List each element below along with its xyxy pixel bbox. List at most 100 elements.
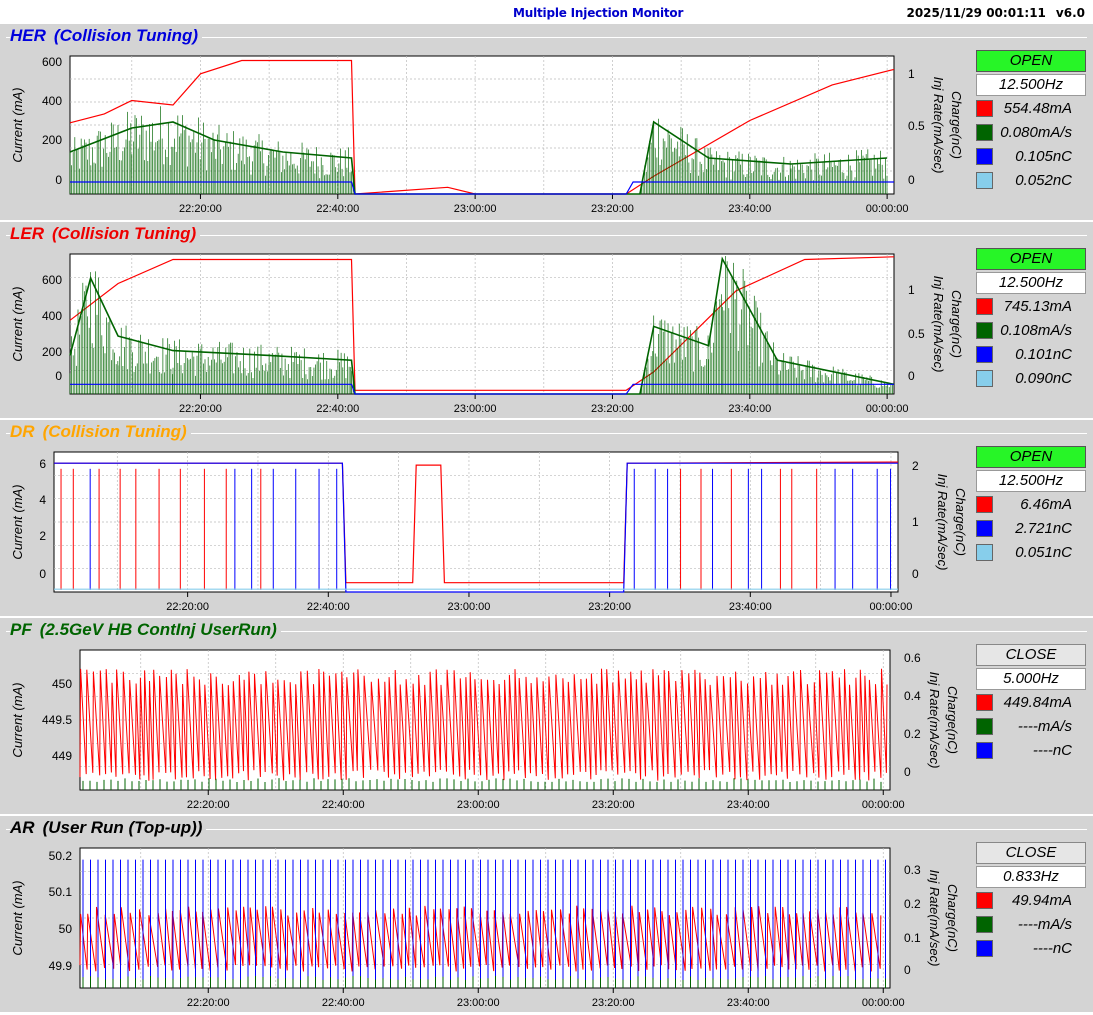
panel-separator (0, 616, 1093, 618)
x-tick-label: 23:40:00 (727, 997, 770, 1009)
y2-axis-title-charge: Charge(nC) (945, 686, 960, 754)
x-tick-label: 22:20:00 (166, 601, 209, 613)
x-tick-label: 00:00:00 (862, 997, 905, 1009)
x-tick-label: 23:20:00 (591, 403, 634, 415)
color-swatch (976, 718, 993, 735)
y-tick-label: 6 (39, 457, 46, 471)
series-line-2 (70, 383, 894, 395)
reading-value: 2.721nC (1015, 520, 1072, 537)
pf-frequency: 5.000Hz (976, 668, 1086, 690)
x-tick-label: 23:40:00 (728, 203, 771, 215)
dr-status-button[interactable]: OPEN (976, 446, 1086, 468)
reading-value: 0.105nC (1015, 148, 1072, 165)
series-line-0 (79, 668, 888, 781)
y2-tick-label: 0.3 (904, 863, 921, 877)
color-swatch (976, 742, 993, 759)
y2-axis-title-rate: Inj Rate(mA/sec) (935, 474, 950, 571)
y2-tick-label: 0 (904, 963, 911, 977)
y-tick-label: 0 (55, 173, 62, 187)
y2-axis-title-charge: Charge(nC) (953, 488, 968, 556)
x-tick-label: 22:40:00 (316, 203, 359, 215)
timestamp: 2025/11/29 00:01:11 v6.0 (906, 6, 1085, 20)
color-swatch (976, 544, 993, 561)
y-tick-label: 50.2 (49, 849, 73, 863)
title-rule (6, 631, 1087, 632)
y2-tick-label: 1 (908, 67, 915, 81)
x-tick-label: 23:40:00 (729, 601, 772, 613)
y-axis-title: Current (mA) (10, 484, 25, 559)
x-tick-label: 23:20:00 (592, 799, 635, 811)
ar-panel: AR (User Run (Top-up)) 22:20:00 22:40:00 23:… (0, 816, 1093, 1012)
x-tick-label: 23:00:00 (457, 997, 500, 1009)
color-swatch (976, 940, 993, 957)
y2-axis-title-rate: Inj Rate(mA/sec) (927, 870, 942, 967)
reading-value: 0.051nC (1015, 544, 1072, 561)
y2-axis-title-charge: Charge(nC) (949, 290, 964, 358)
y2-tick-label: 0 (904, 765, 911, 779)
y-tick-label: 0 (39, 567, 46, 581)
reading-value: 0.080mA/s (1000, 124, 1072, 141)
reading-row: 6.46mA (976, 494, 1086, 516)
dr-frequency: 12.500Hz (976, 470, 1086, 492)
color-swatch (976, 916, 993, 933)
title-rule (6, 433, 1087, 434)
app-title: Multiple Injection Monitor (513, 6, 684, 20)
ar-status-button[interactable]: CLOSE (976, 842, 1086, 864)
y2-tick-label: 0.2 (904, 897, 921, 911)
x-tick-label: 23:20:00 (591, 203, 634, 215)
color-swatch (976, 124, 993, 141)
timestamp-value: 2025/11/29 00:01:11 (906, 6, 1046, 20)
x-tick-label: 23:00:00 (448, 601, 491, 613)
color-swatch (976, 346, 993, 363)
ring-name: PF (10, 620, 32, 639)
reading-row: 0.101nC (976, 344, 1086, 366)
dr-panel: DR (Collision Tuning) 22:20:00 22:40:00 23:0… (0, 420, 1093, 616)
series-line-1 (54, 462, 898, 593)
y2-axis-title-rate: Inj Rate(mA/sec) (927, 672, 942, 769)
reading-value: ----nC (1032, 940, 1072, 957)
reading-value: 554.48mA (1003, 100, 1072, 117)
color-swatch (976, 148, 993, 165)
reading-value: 0.090nC (1015, 370, 1072, 387)
y2-tick-label: 1 (912, 515, 919, 529)
x-tick-label: 22:20:00 (187, 997, 230, 1009)
ring-mode: (User Run (Top-up)) (42, 818, 203, 837)
ring-name: LER (10, 224, 44, 243)
y2-axis-title-charge: Charge(nC) (949, 91, 964, 159)
reading-value: 6.46mA (1020, 496, 1072, 513)
ler-frequency: 12.500Hz (976, 272, 1086, 294)
reading-row: 0.090nC (976, 368, 1086, 390)
y-tick-label: 600 (42, 273, 62, 287)
reading-row: 0.105nC (976, 146, 1086, 168)
reading-row: 0.080mA/s (976, 122, 1086, 144)
y-tick-label: 50.1 (49, 885, 73, 899)
dr-chart: 22:20:00 22:40:00 23:00:00 23:20:00 23:40:00… (10, 451, 968, 613)
y2-tick-label: 0 (908, 173, 915, 187)
x-tick-label: 23:40:00 (727, 799, 770, 811)
color-swatch (976, 172, 993, 189)
pf-status-button[interactable]: CLOSE (976, 644, 1086, 666)
reading-value: 49.94mA (1011, 892, 1072, 909)
y2-axis-title-rate: Inj Rate(mA/sec) (931, 276, 946, 373)
y-axis-title: Current (mA) (10, 87, 25, 162)
reading-row: 49.94mA (976, 890, 1086, 912)
reading-row: 449.84mA (976, 692, 1086, 714)
ler-status-button[interactable]: OPEN (976, 248, 1086, 270)
ar-frequency: 0.833Hz (976, 866, 1086, 888)
pf-panel: PF (2.5GeV HB ContInj UserRun) 22:20:00 22:… (0, 618, 1093, 814)
reading-row: ----mA/s (976, 914, 1086, 936)
title-rule (6, 829, 1087, 830)
ar-title: AR (User Run (Top-up)) (10, 818, 207, 838)
ler-title: LER (Collision Tuning) (10, 224, 201, 244)
reading-row: 2.721nC (976, 518, 1086, 540)
y-axis-title: Current (mA) (10, 880, 25, 955)
ring-mode: (Collision Tuning) (52, 224, 197, 243)
y-tick-label: 200 (42, 133, 62, 147)
x-tick-label: 00:00:00 (870, 601, 913, 613)
color-swatch (976, 370, 993, 387)
y-tick-label: 50 (59, 922, 73, 936)
her-chart: 22:20:00 22:40:00 23:00:00 23:20:00 23:40:00… (10, 55, 964, 215)
x-tick-label: 23:00:00 (457, 799, 500, 811)
reading-value: ----nC (1032, 742, 1072, 759)
her-status-button[interactable]: OPEN (976, 50, 1086, 72)
